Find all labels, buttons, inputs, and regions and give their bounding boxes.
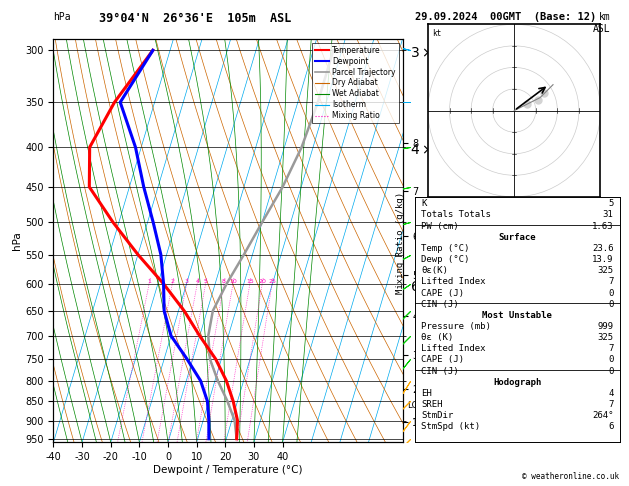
Text: PW (cm): PW (cm) xyxy=(421,222,459,230)
Text: 29.09.2024  00GMT  (Base: 12): 29.09.2024 00GMT (Base: 12) xyxy=(415,12,596,22)
Text: Totals Totals: Totals Totals xyxy=(421,210,491,220)
Y-axis label: hPa: hPa xyxy=(13,231,23,250)
Text: Most Unstable: Most Unstable xyxy=(482,311,552,320)
Text: 7: 7 xyxy=(608,400,613,409)
Text: 0: 0 xyxy=(608,366,613,376)
Text: 999: 999 xyxy=(598,322,613,331)
Text: 23.6: 23.6 xyxy=(592,244,613,253)
Text: 264°: 264° xyxy=(592,411,613,420)
Text: 4: 4 xyxy=(608,389,613,398)
Text: LCL: LCL xyxy=(407,400,422,410)
Text: StmDir: StmDir xyxy=(421,411,454,420)
Text: CAPE (J): CAPE (J) xyxy=(421,355,464,364)
Text: 5: 5 xyxy=(608,199,613,208)
Text: 1: 1 xyxy=(147,279,151,284)
Text: K: K xyxy=(421,199,426,208)
Text: 0: 0 xyxy=(608,355,613,364)
Text: 6: 6 xyxy=(608,422,613,432)
Text: 31: 31 xyxy=(603,210,613,220)
Text: CIN (J): CIN (J) xyxy=(421,300,459,309)
Text: 20: 20 xyxy=(259,279,266,284)
Text: kt: kt xyxy=(432,29,442,37)
Text: Pressure (mb): Pressure (mb) xyxy=(421,322,491,331)
Text: 7: 7 xyxy=(608,344,613,353)
Text: hPa: hPa xyxy=(53,12,71,22)
Text: Surface: Surface xyxy=(499,233,536,242)
Text: Lifted Index: Lifted Index xyxy=(421,344,486,353)
Text: 325: 325 xyxy=(598,333,613,342)
Text: Dewp (°C): Dewp (°C) xyxy=(421,255,470,264)
X-axis label: Dewpoint / Temperature (°C): Dewpoint / Temperature (°C) xyxy=(153,465,303,475)
Legend: Temperature, Dewpoint, Parcel Trajectory, Dry Adiabat, Wet Adiabat, Isotherm, Mi: Temperature, Dewpoint, Parcel Trajectory… xyxy=(313,43,399,123)
Text: Lifted Index: Lifted Index xyxy=(421,278,486,286)
Text: 13.9: 13.9 xyxy=(592,255,613,264)
Text: 15: 15 xyxy=(246,279,253,284)
Text: 39°04'N  26°36'E  105m  ASL: 39°04'N 26°36'E 105m ASL xyxy=(99,12,291,25)
Text: 7: 7 xyxy=(608,278,613,286)
Text: 5: 5 xyxy=(204,279,208,284)
Text: SREH: SREH xyxy=(421,400,443,409)
Text: 8: 8 xyxy=(222,279,226,284)
Text: EH: EH xyxy=(421,389,432,398)
Text: 25: 25 xyxy=(268,279,276,284)
Text: 10: 10 xyxy=(229,279,237,284)
Text: 2: 2 xyxy=(170,279,174,284)
Text: θε (K): θε (K) xyxy=(421,333,454,342)
Text: StmSpd (kt): StmSpd (kt) xyxy=(421,422,481,432)
Text: km
ASL: km ASL xyxy=(593,12,610,34)
Text: © weatheronline.co.uk: © weatheronline.co.uk xyxy=(523,472,620,481)
Text: CAPE (J): CAPE (J) xyxy=(421,289,464,297)
Text: Temp (°C): Temp (°C) xyxy=(421,244,470,253)
Text: 0: 0 xyxy=(608,300,613,309)
Text: 3: 3 xyxy=(185,279,189,284)
Text: 4: 4 xyxy=(195,279,199,284)
Text: 0: 0 xyxy=(608,289,613,297)
Text: Mixing Ratio (g/kg): Mixing Ratio (g/kg) xyxy=(396,192,404,294)
Text: 325: 325 xyxy=(598,266,613,275)
Text: θε(K): θε(K) xyxy=(421,266,448,275)
Text: Hodograph: Hodograph xyxy=(493,378,542,387)
Text: CIN (J): CIN (J) xyxy=(421,366,459,376)
Text: 1.63: 1.63 xyxy=(592,222,613,230)
